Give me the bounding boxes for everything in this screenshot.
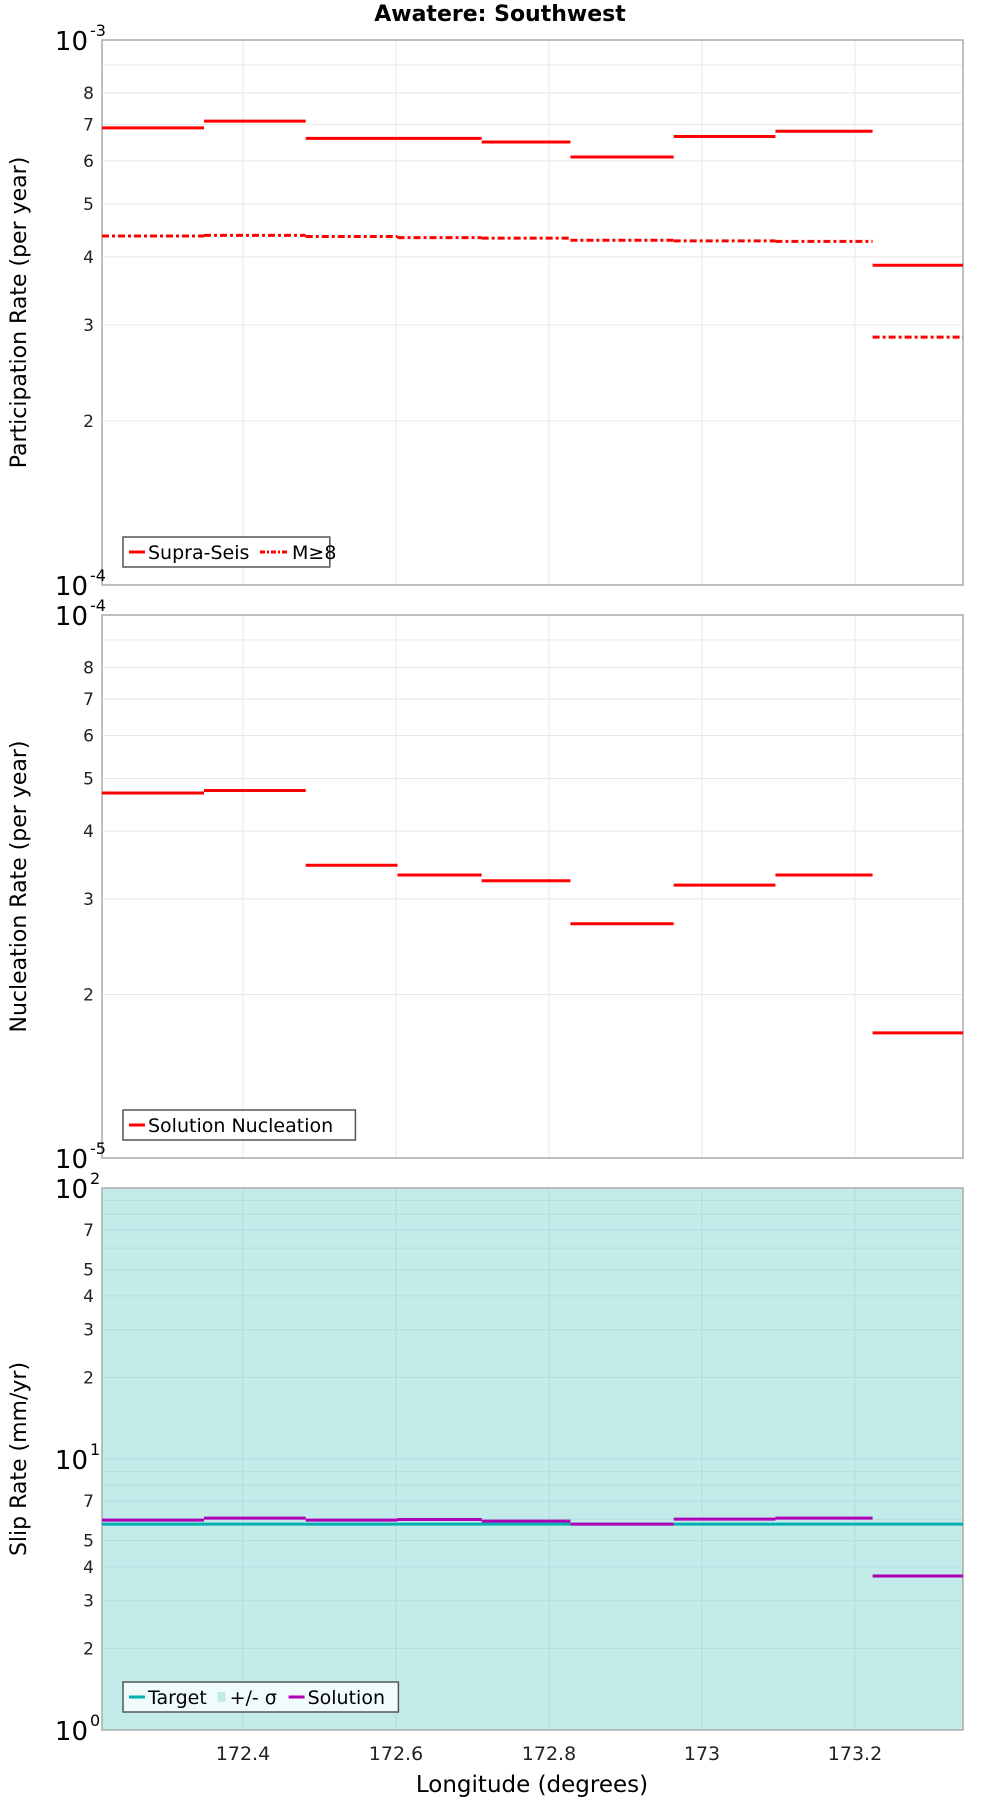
y-axis-label: Participation Rate (per year): [7, 157, 32, 469]
x-tick-label: 173.2: [828, 1743, 882, 1765]
y-tick-major: 10: [55, 1717, 88, 1747]
y-tick-minor: 7: [83, 1492, 94, 1512]
y-tick-minor: 4: [83, 1558, 94, 1578]
y-tick-major: 10: [55, 602, 88, 632]
y-tick-exponent: -4: [90, 596, 106, 615]
legend-label: Target: [147, 1687, 207, 1709]
y-tick-minor: 5: [83, 769, 94, 789]
y-tick-minor: 2: [83, 1368, 94, 1388]
plot-frame: [101, 1187, 964, 1731]
y-tick-major: 10: [55, 1145, 88, 1175]
plot-frame: [101, 39, 964, 586]
legend-box: [122, 536, 331, 568]
plot-frame: [101, 614, 964, 1159]
y-tick-minor: 4: [83, 822, 94, 842]
legend-box: [122, 1109, 357, 1141]
legend-label: Solution: [308, 1687, 385, 1709]
y-tick-minor: 7: [83, 115, 94, 135]
y-tick-minor: 7: [83, 690, 94, 710]
x-axis: 172.4 172.6 172.8 173 173.2 Longitude (degree…: [216, 1743, 882, 1798]
y-tick-minor: 6: [83, 152, 94, 172]
legend-swatch: [217, 1692, 226, 1702]
y-tick-minor: 4: [83, 248, 94, 268]
legend-label: M≥8: [292, 542, 336, 564]
y-tick-exponent: 2: [90, 1169, 100, 1188]
y-tick-exponent: -3: [90, 21, 106, 40]
y-tick-major: 10: [55, 1175, 88, 1205]
y-tick-minor: 2: [83, 1639, 94, 1659]
x-tick-label: 172.6: [369, 1743, 423, 1765]
y-tick-exponent: -4: [90, 566, 106, 585]
y-tick-minor: 4: [83, 1287, 94, 1307]
y-tick-minor: 7: [83, 1221, 94, 1241]
y-tick-major: 10: [55, 27, 88, 57]
y-tick-major: 10: [55, 572, 88, 602]
legend: Solution Nucleation: [122, 1109, 357, 1141]
y-tick-exponent: -5: [90, 1139, 106, 1158]
y-tick-minor: 5: [83, 195, 94, 215]
y-tick-minor: 3: [83, 1592, 94, 1612]
chart-title: Awatere: Southwest: [374, 2, 626, 27]
legend: Supra-Seis M≥8: [122, 536, 336, 568]
y-tick-minor: 3: [83, 890, 94, 910]
series-m-8: [102, 233, 963, 339]
legend-label: +/- σ: [230, 1687, 277, 1709]
series-solution: [102, 1516, 963, 1578]
legend-label: Solution Nucleation: [148, 1115, 333, 1137]
y-tick-minor: 6: [83, 726, 94, 746]
y-tick-minor: 2: [83, 412, 94, 432]
y-tick-exponent: 0: [90, 1711, 100, 1730]
y-tick-minor: 8: [83, 659, 94, 679]
y-axis-label: Nucleation Rate (per year): [7, 741, 32, 1033]
legend: Target +/- σ Solution: [122, 1681, 400, 1713]
x-axis-label: Longitude (degrees): [416, 1772, 648, 1798]
series-supra-seis: [102, 119, 963, 267]
legend-box: [122, 1681, 400, 1713]
y-tick-minor: 5: [83, 1532, 94, 1552]
y-tick-minor: 8: [83, 84, 94, 104]
y-tick-exponent: 1: [90, 1440, 100, 1459]
x-tick-label: 172.8: [522, 1743, 576, 1765]
y-axis-label: Slip Rate (mm/yr): [7, 1362, 32, 1556]
x-tick-label: 172.4: [216, 1743, 270, 1765]
x-tick-label: 173: [684, 1743, 720, 1765]
y-tick-major: 10: [55, 1446, 88, 1476]
series-solution-nucleation: [102, 789, 963, 1035]
y-tick-minor: 5: [83, 1261, 94, 1281]
y-tick-minor: 3: [83, 316, 94, 336]
legend-label: Supra-Seis: [148, 542, 249, 564]
y-tick-minor: 2: [83, 986, 94, 1006]
y-tick-minor: 3: [83, 1321, 94, 1341]
